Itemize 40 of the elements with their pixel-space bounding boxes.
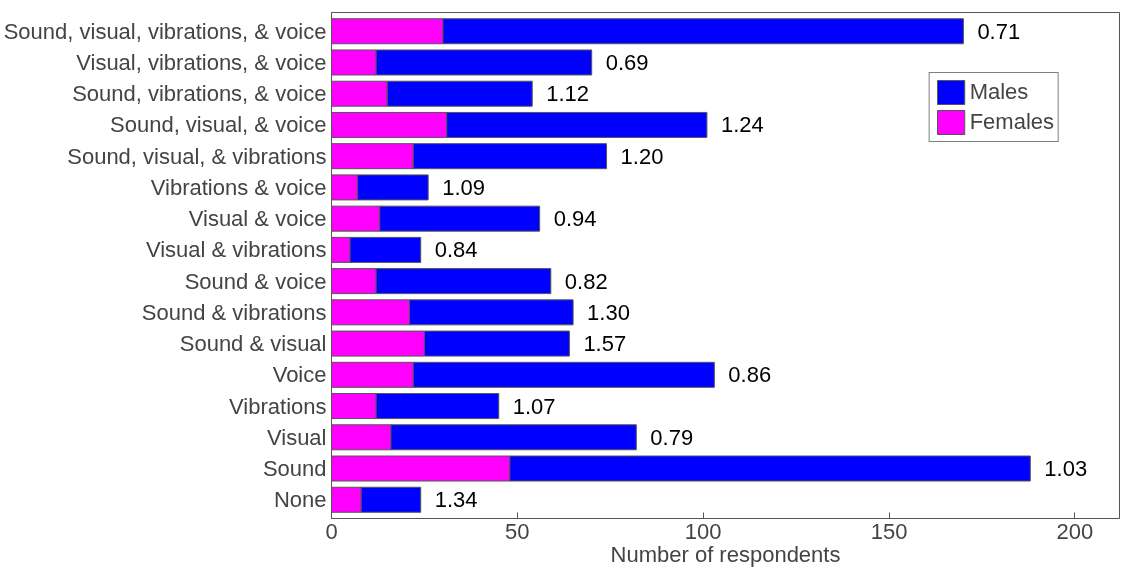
annotation: 0.82 bbox=[564, 268, 608, 294]
annotation: 0.94 bbox=[553, 206, 597, 232]
y-tick-label: Sound, visual, & voice bbox=[110, 112, 327, 138]
annotation: 1.30 bbox=[587, 299, 630, 325]
annotation: 1.20 bbox=[620, 143, 664, 169]
y-tick-label: None bbox=[273, 487, 327, 513]
y-tick-label: Visual bbox=[266, 424, 327, 450]
annotation: 0.84 bbox=[434, 237, 478, 263]
x-axis-title: Number of respondents bbox=[610, 541, 841, 567]
y-tick-label: Visual & vibrations bbox=[145, 237, 327, 263]
y-tick-label: Sound & visual bbox=[179, 331, 327, 357]
x-tick-label: 200 bbox=[1056, 518, 1094, 544]
annotation: 1.12 bbox=[546, 81, 590, 107]
y-tick-label: Sound, vibrations, & voice bbox=[72, 81, 327, 107]
y-tick-label: Vibrations & voice bbox=[150, 174, 327, 200]
annotation: 0.71 bbox=[977, 18, 1021, 44]
annotation: 0.79 bbox=[650, 424, 694, 450]
x-tick-label: 150 bbox=[870, 518, 908, 544]
y-tick-label: Visual, vibrations, & voice bbox=[76, 49, 327, 75]
y-tick-label: Sound, visual, & vibrations bbox=[67, 143, 327, 169]
y-tick-label: Visual & voice bbox=[188, 206, 327, 232]
x-tick-label: 0 bbox=[325, 518, 338, 544]
y-tick-label: Sound & voice bbox=[184, 268, 327, 294]
annotation: 1.09 bbox=[442, 174, 485, 200]
y-tick-label: Voice bbox=[272, 362, 327, 388]
annotation: 1.07 bbox=[512, 393, 556, 419]
annotation: 1.57 bbox=[583, 331, 627, 357]
annotation: 0.86 bbox=[728, 362, 772, 388]
y-tick-label: Vibrations bbox=[229, 393, 327, 419]
y-tick-label: Sound, visual, vibrations, & voice bbox=[3, 18, 327, 44]
annotation: 1.03 bbox=[1044, 456, 1088, 482]
annotation: 1.34 bbox=[434, 487, 478, 513]
legend-label: Females bbox=[969, 109, 1054, 135]
y-tick-label: Sound bbox=[262, 456, 327, 482]
y-tick-label: Sound & vibrations bbox=[141, 299, 327, 325]
legend-label: Males bbox=[969, 79, 1029, 105]
x-tick-label: 100 bbox=[684, 518, 722, 544]
x-tick-label: 50 bbox=[505, 518, 530, 544]
annotation: 0.69 bbox=[605, 49, 649, 75]
annotation: 1.24 bbox=[720, 112, 764, 138]
